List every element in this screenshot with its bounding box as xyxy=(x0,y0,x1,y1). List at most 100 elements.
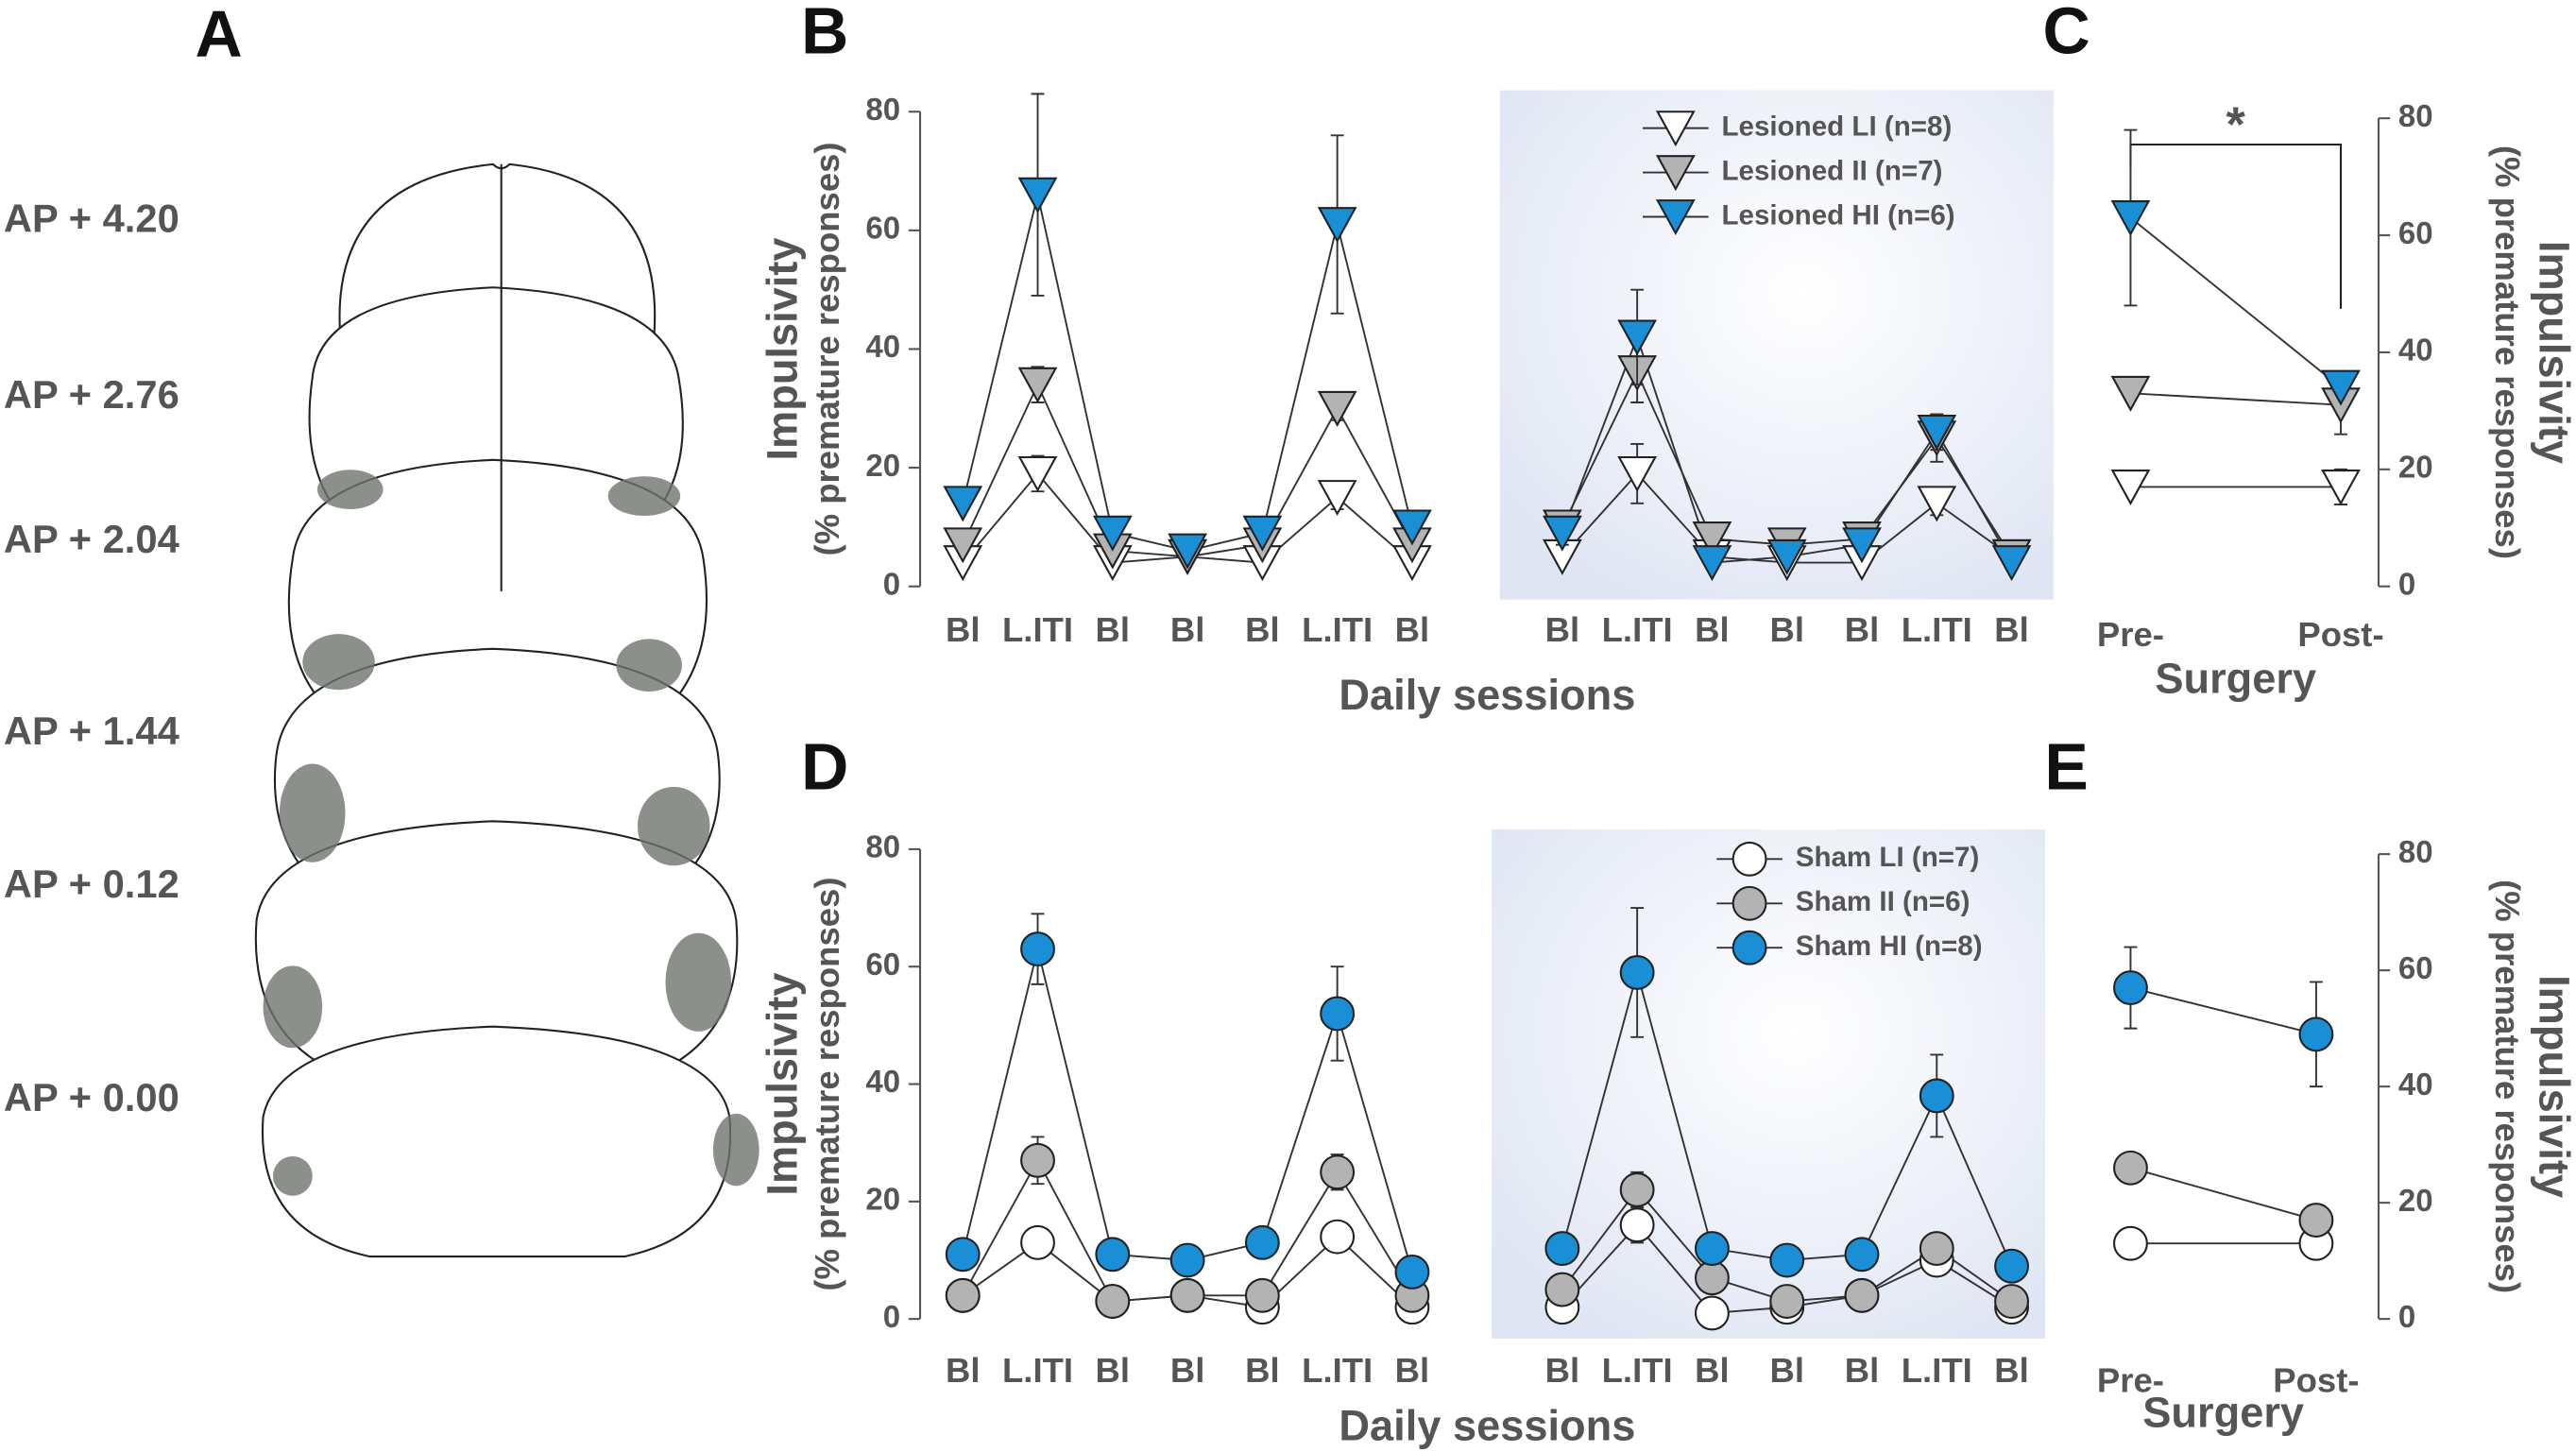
marker xyxy=(2113,1225,2148,1261)
x-tick-label: Post- xyxy=(2297,615,2383,654)
legend-label: Sham II (n=6) xyxy=(1796,886,1970,917)
legend-marker xyxy=(1732,841,1767,877)
y-axis-subtitle: (% premature responses) xyxy=(808,142,846,555)
x-tick-label: L.ITI xyxy=(1002,1351,1073,1390)
y-tick-label: 40 xyxy=(865,1064,900,1099)
marker xyxy=(1694,1295,1730,1331)
y-axis-subtitle: (% premature responses) xyxy=(808,877,846,1290)
legend-marker xyxy=(1655,111,1696,147)
marker xyxy=(1994,1248,2029,1284)
x-tick-label: Bl xyxy=(1994,1351,2029,1390)
x-tick-label: Bl xyxy=(1695,610,1729,649)
marker xyxy=(1169,1277,1205,1313)
x-tick-label: Pre- xyxy=(2097,1361,2164,1400)
panel-label: D xyxy=(801,730,848,804)
legend-label: Sham LI (n=7) xyxy=(1796,842,1980,873)
x-tick-label: Bl xyxy=(1170,1351,1205,1390)
marker xyxy=(1317,207,1357,244)
legend-label: Lesioned II (n=7) xyxy=(1722,155,1943,186)
panel-a: A AP + 4.20 AP + 2.76 AP + 2.04 AP + 1.4… xyxy=(4,0,759,1258)
x-tick-label: Bl xyxy=(1845,610,1880,649)
marker xyxy=(1017,177,1058,214)
y-axis-subtitle: (% premature responses) xyxy=(2488,145,2527,559)
marker xyxy=(2113,970,2148,1006)
marker xyxy=(1169,1242,1205,1278)
y-tick-label: 60 xyxy=(2398,950,2433,985)
y-axis-title: Impulsivity xyxy=(758,237,806,460)
lesion-areas xyxy=(263,470,759,1196)
y-tick-label: 40 xyxy=(2398,333,2433,367)
marker xyxy=(1020,1224,1055,1260)
marker xyxy=(943,486,983,522)
marker xyxy=(1544,1272,1580,1307)
y-axis-title: Impulsivity xyxy=(2531,241,2576,464)
y-tick-label: 60 xyxy=(865,211,900,246)
x-tick-label: Bl xyxy=(1545,610,1580,649)
legend-label: Sham HI (n=8) xyxy=(1796,931,1983,962)
y-axis-title: Impulsivity xyxy=(758,973,806,1196)
significance-mark: * xyxy=(2226,97,2246,152)
marker xyxy=(943,527,983,564)
marker xyxy=(2113,1150,2148,1186)
brain-sections xyxy=(254,162,739,1258)
marker xyxy=(1694,1260,1730,1296)
x-tick-label: L.ITI xyxy=(1602,610,1673,649)
x-tick-label: L.ITI xyxy=(1302,610,1373,649)
marker xyxy=(1844,1237,1880,1273)
marker xyxy=(1542,515,1582,552)
panel-label: C xyxy=(2043,0,2090,68)
y-tick-label: 80 xyxy=(2398,98,2433,133)
x-tick-label: Bl xyxy=(1845,1351,1880,1390)
x-axis-title: Surgery xyxy=(2142,1389,2304,1437)
marker xyxy=(1092,515,1133,552)
y-tick-label: 20 xyxy=(865,1182,900,1217)
marker xyxy=(1242,515,1283,552)
y-tick-label: 20 xyxy=(2398,450,2433,485)
marker xyxy=(1917,414,1957,451)
marker xyxy=(1020,1142,1055,1178)
marker xyxy=(1544,1231,1580,1267)
marker xyxy=(2321,469,2361,505)
legend-label: Lesioned LI (n=8) xyxy=(1722,111,1953,142)
marker xyxy=(1392,509,1432,546)
marker xyxy=(1394,1255,1430,1290)
y-tick-label: 60 xyxy=(865,947,900,982)
marker xyxy=(1320,1154,1356,1190)
y-tick-label: 40 xyxy=(2398,1067,2433,1102)
marker xyxy=(1317,390,1357,427)
marker xyxy=(945,1277,981,1313)
y-tick-label: 20 xyxy=(865,448,900,483)
x-tick-label: Bl xyxy=(1170,610,1205,649)
marker xyxy=(1244,1277,1280,1313)
marker xyxy=(1619,955,1655,990)
x-tick-label: Bl xyxy=(1096,610,1131,649)
marker xyxy=(1017,455,1058,492)
x-tick-label: Bl xyxy=(1096,1351,1131,1390)
panel-label: B xyxy=(801,0,848,68)
series-line xyxy=(2129,216,2342,388)
marker xyxy=(1619,1171,1655,1207)
y-tick-label: 0 xyxy=(2398,1299,2415,1334)
marker xyxy=(1917,486,1957,522)
x-tick-label: Bl xyxy=(946,1351,981,1390)
y-axis-title: Impulsivity xyxy=(2531,975,2576,1198)
x-tick-label: Pre- xyxy=(2097,615,2164,654)
marker xyxy=(1991,545,2032,582)
x-tick-label: Bl xyxy=(946,610,981,649)
marker xyxy=(2298,1203,2334,1238)
x-tick-label: Bl xyxy=(1769,1351,1803,1390)
x-axis-title: Surgery xyxy=(2155,654,2316,702)
x-tick-label: Bl xyxy=(1395,610,1430,649)
marker xyxy=(1769,1242,1805,1278)
marker xyxy=(1020,931,1055,967)
ap-label: AP + 0.12 xyxy=(4,862,179,906)
series-line xyxy=(2130,986,2317,1035)
y-tick-label: 60 xyxy=(2398,215,2433,250)
marker xyxy=(1095,1284,1131,1319)
marker xyxy=(2298,1016,2334,1052)
y-tick-label: 80 xyxy=(865,829,900,864)
x-tick-label: Bl xyxy=(1994,610,2029,649)
y-tick-label: 0 xyxy=(883,566,900,601)
marker xyxy=(1619,1207,1655,1243)
x-tick-label: L.ITI xyxy=(1302,1351,1373,1390)
